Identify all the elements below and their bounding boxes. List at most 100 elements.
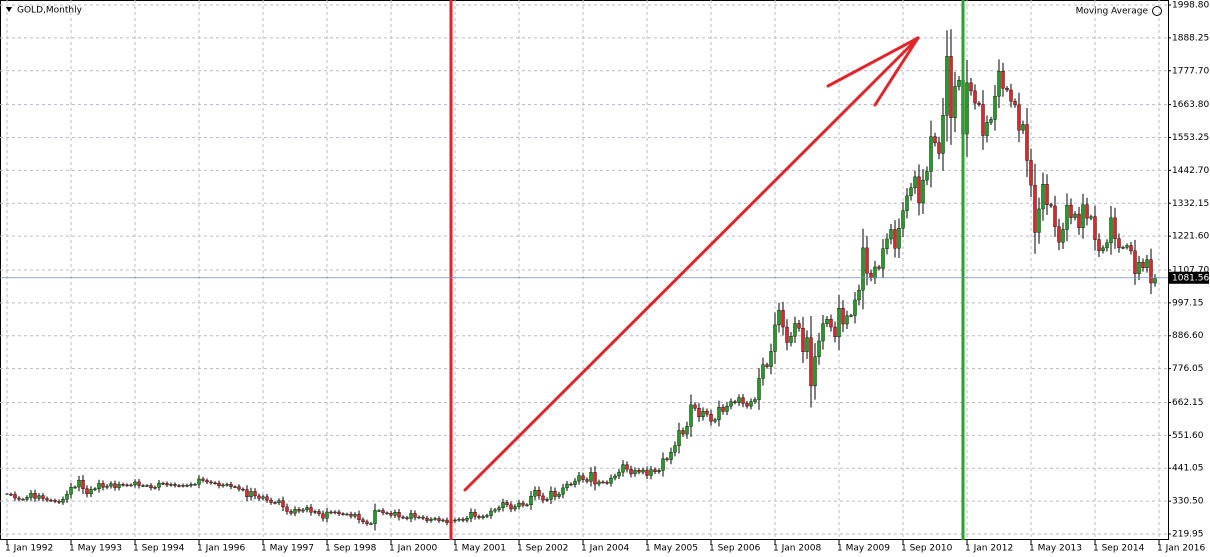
candle (329, 511, 333, 514)
candle (293, 509, 297, 514)
candle (301, 509, 305, 512)
candle (893, 229, 897, 249)
candle (73, 486, 77, 489)
candle (285, 506, 289, 512)
candle (81, 479, 85, 489)
candle (1109, 217, 1113, 244)
candle (117, 484, 121, 488)
y-tick-label: 886.60 (1172, 331, 1204, 341)
candle (105, 485, 109, 488)
menu-triangle[interactable] (6, 7, 12, 12)
x-tick-label: 1 Sep 1998 (325, 544, 377, 554)
candle (949, 56, 953, 118)
candle (101, 483, 105, 488)
arrow-head (826, 36, 920, 88)
candle (237, 486, 241, 490)
candle (461, 518, 465, 521)
candle (693, 404, 697, 409)
candle (489, 510, 493, 516)
candle (809, 337, 813, 387)
x-tick-label: 1 Jan 2000 (389, 544, 437, 554)
candle (217, 482, 221, 487)
candle (457, 518, 461, 521)
candle (77, 479, 81, 488)
candle (569, 483, 573, 486)
candle (613, 475, 617, 479)
candle (881, 248, 885, 269)
candle (1017, 104, 1021, 131)
candle (941, 115, 945, 154)
candle (649, 469, 653, 476)
x-tick-label: 1 May 2005 (645, 544, 698, 554)
candle (1033, 184, 1037, 233)
candle (733, 401, 737, 403)
candle (577, 475, 581, 482)
candle (541, 495, 545, 501)
candle (193, 484, 197, 486)
candle (681, 430, 685, 435)
x-tick-label: 1 Jan 2008 (773, 544, 821, 554)
candle (1069, 204, 1073, 218)
candle (853, 299, 857, 316)
candle (61, 498, 65, 503)
x-tick-label: 1 Jan 1992 (5, 544, 53, 554)
candle (873, 266, 877, 279)
candle (169, 484, 173, 486)
candle (241, 488, 245, 491)
candle (589, 472, 593, 482)
candle (269, 499, 273, 503)
candle (1133, 250, 1137, 274)
candle (637, 470, 641, 473)
candle (213, 482, 217, 485)
x-tick-label: 1 May 1993 (69, 544, 122, 554)
candle (1013, 101, 1017, 106)
candle (197, 478, 201, 485)
candle (133, 481, 137, 486)
y-tick-label: 1777.70 (1172, 66, 1209, 76)
candle (261, 496, 265, 499)
candle (385, 512, 389, 515)
x-tick-label: 1 May 2009 (837, 544, 890, 554)
candle (145, 485, 149, 487)
candle (289, 511, 293, 514)
candle (429, 518, 433, 521)
candle (281, 500, 285, 508)
trend-arrow (463, 36, 920, 492)
candle (593, 472, 597, 485)
candle (905, 195, 909, 211)
y-tick-label: 1442.70 (1172, 166, 1209, 176)
candle (621, 464, 625, 473)
candle (1145, 259, 1149, 269)
candle (305, 507, 309, 511)
candle (857, 289, 861, 301)
candle (981, 104, 985, 136)
candle (137, 481, 141, 486)
candle (997, 71, 1001, 97)
candle (897, 228, 901, 249)
candle (417, 516, 421, 519)
candle (1129, 245, 1133, 252)
candle (889, 229, 893, 240)
candle (1061, 229, 1065, 243)
candle (405, 517, 409, 519)
candle (625, 464, 629, 470)
indicator-icon[interactable] (1152, 6, 1162, 16)
candle (965, 82, 969, 135)
candle (397, 512, 401, 518)
candle (521, 502, 525, 506)
candle (85, 488, 89, 495)
candle (149, 485, 153, 489)
candle (353, 514, 357, 517)
candle (505, 502, 509, 506)
x-tick-label: 1 May 2013 (1029, 544, 1082, 554)
candle (493, 509, 497, 512)
candle (157, 482, 161, 488)
candle (1097, 239, 1101, 252)
candle (1101, 247, 1105, 252)
candle (333, 511, 337, 514)
arrow-head (873, 36, 920, 107)
candle (885, 238, 889, 249)
overlays: 1081.56 (0, 0, 1209, 540)
candle (25, 497, 29, 500)
